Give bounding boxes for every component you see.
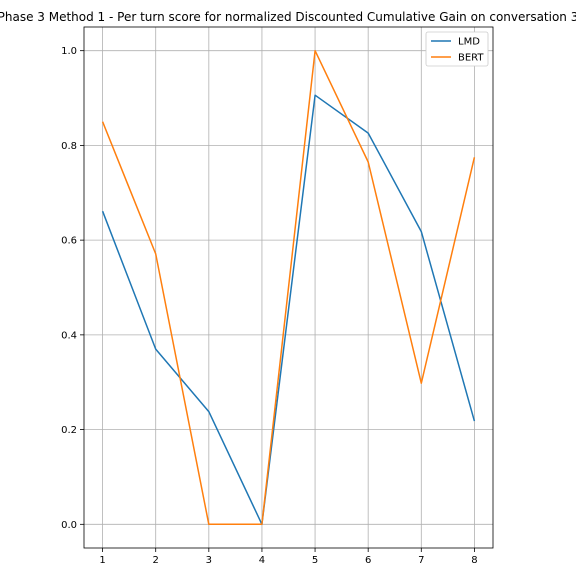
x-tick-label: 7 (418, 555, 424, 566)
x-tick-label: 4 (259, 555, 265, 566)
y-tick-label: 0.0 (61, 520, 77, 531)
y-tick-label: 0.6 (61, 236, 77, 247)
series-line-bert (101, 49, 476, 526)
legend: LMD BERT (425, 31, 489, 67)
legend-label-bert: BERT (458, 53, 484, 64)
legend-label-lmd: LMD (458, 37, 480, 48)
ticks: 1 2 3 4 5 6 7 8 0.0 0.2 0.4 0.6 0.8 1.0 (61, 46, 478, 566)
y-tick-label: 0.2 (61, 425, 77, 436)
series-layer (101, 49, 476, 526)
x-tick-label: 3 (206, 555, 212, 566)
y-tick-label: 0.4 (61, 330, 77, 341)
x-tick-label: 8 (471, 555, 477, 566)
y-tick-label: 1.0 (61, 46, 77, 57)
x-tick-label: 5 (312, 555, 318, 566)
series-line-lmd (101, 94, 476, 526)
chart-title: Phase 3 Method 1 - Per turn score for no… (0, 10, 576, 24)
x-tick-label: 6 (365, 555, 371, 566)
plot-frame (83, 26, 494, 549)
x-tick-label: 2 (153, 555, 159, 566)
x-tick-label: 1 (99, 555, 105, 566)
y-tick-label: 0.8 (61, 141, 77, 152)
grid (84, 27, 493, 548)
